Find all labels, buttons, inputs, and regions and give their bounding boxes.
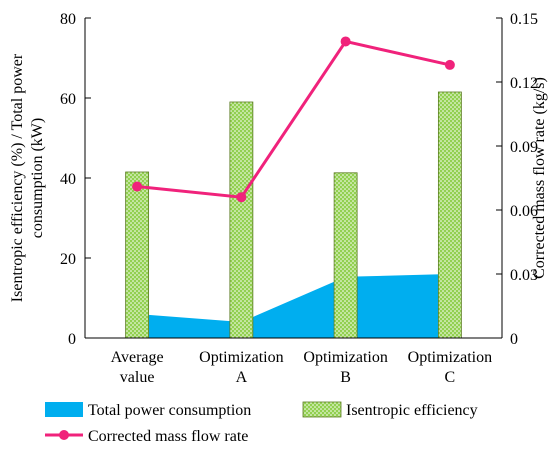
x-tick-label: Optimization (199, 349, 283, 366)
y-right-tick-label: 0.15 (510, 11, 538, 28)
y-right-tick-label: 0.12 (510, 75, 538, 92)
y-left-axis-label: Isentropic efficiency (%) / Total power (9, 53, 26, 302)
y-left-tick-label: 60 (60, 91, 76, 108)
y-left-tick-label: 20 (60, 251, 76, 268)
point-corrected-mass-flow-rate (236, 192, 247, 203)
y-left-tick-label: 40 (60, 171, 76, 188)
point-corrected-mass-flow-rate (444, 59, 455, 70)
y-left-axis-label: consumption (kW) (29, 118, 46, 238)
y-right-tick-label: 0.09 (510, 139, 538, 156)
legend-swatch-isentropic-efficiency (302, 401, 342, 418)
y-right-tick-label: 0.06 (510, 203, 538, 220)
x-tick-label: Average (111, 349, 164, 366)
line-corrected-mass-flow-rate (136, 39, 451, 199)
area-total-power-consumption (137, 274, 450, 338)
x-tick-label: B (340, 369, 351, 386)
legend: Total power consumption Isentropic effici… (45, 401, 478, 445)
y-left-tick-label: 80 (60, 11, 76, 28)
y-right-tick-label: 0.03 (510, 267, 538, 284)
legend-label-corrected-mass-flow-rate: Corrected mass flow rate (88, 428, 248, 445)
legend-swatch-total-power-consumption (45, 402, 83, 417)
x-tick-label: A (236, 369, 248, 386)
axes: 0 20 40 60 80 0 0.03 0.06 0.09 0.12 0.15 Average val… (9, 11, 548, 386)
x-tick-label: C (445, 369, 456, 386)
legend-label-isentropic-efficiency: Isentropic efficiency (346, 402, 478, 419)
bar-isentropic-efficiency (333, 172, 358, 339)
bar-isentropic-efficiency (437, 91, 462, 339)
plot-area (125, 36, 462, 339)
y-right-axis-label: Corrected mass flow rate (kg/s) (531, 77, 548, 279)
y-right-tick-label: 0 (510, 331, 518, 348)
y-left-tick-label: 0 (68, 331, 76, 348)
legend-marker-corrected-mass-flow-rate (59, 430, 69, 440)
x-tick-label: Optimization (408, 349, 492, 366)
point-corrected-mass-flow-rate (340, 36, 351, 47)
bar-isentropic-efficiency (229, 101, 254, 339)
legend-label-total-power-consumption: Total power consumption (88, 402, 251, 419)
x-tick-label: Optimization (303, 349, 387, 366)
point-corrected-mass-flow-rate (132, 181, 143, 192)
bar-isentropic-efficiency (125, 171, 150, 339)
x-tick-label: value (120, 369, 155, 386)
